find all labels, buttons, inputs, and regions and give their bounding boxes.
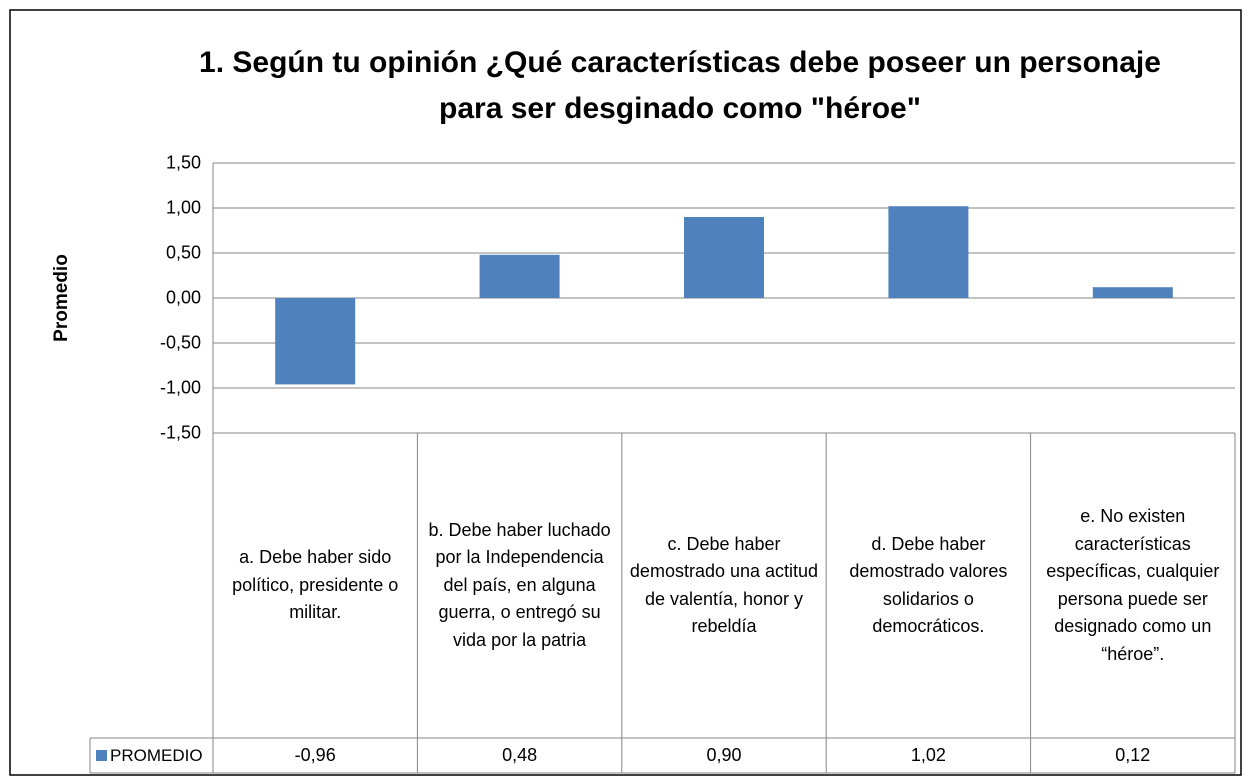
- data-label: 0,48: [502, 745, 538, 765]
- bar: [684, 217, 764, 298]
- y-tick-label: -1,00: [159, 377, 201, 398]
- bar: [888, 206, 969, 298]
- data-label: 1,02: [910, 745, 946, 765]
- y-tick-label: -0,50: [159, 332, 201, 353]
- x-tick-label: b. Debe haber luchado por la Independenc…: [428, 519, 611, 650]
- bar: [1092, 287, 1173, 298]
- chart-border: [9, 9, 1242, 776]
- legend-label: PROMEDIO: [110, 746, 203, 765]
- chart-title: 1. Según tu opinión ¿Qué características…: [199, 46, 1161, 125]
- data-label: 0,90: [706, 745, 742, 765]
- x-tick-label: a. Debe haber sido político, presidente …: [232, 547, 399, 623]
- bar: [479, 254, 560, 298]
- bar: [275, 298, 356, 385]
- x-tick-label: c. Debe haber demostrado una actitud de …: [629, 533, 819, 637]
- y-tick-label: 0,00: [165, 287, 201, 308]
- y-tick-label: -1,50: [159, 422, 201, 443]
- y-tick-label: 0,50: [165, 242, 201, 263]
- legend-key: [96, 750, 107, 761]
- x-tick-label: e. No existen características específica…: [1046, 506, 1220, 664]
- y-tick-label: 1,50: [165, 152, 201, 173]
- data-label: -0,96: [294, 745, 336, 765]
- data-label: 0,12: [1115, 745, 1151, 765]
- y-axis-label: Promedio: [51, 254, 72, 342]
- y-tick-label: 1,00: [165, 197, 201, 218]
- x-tick-label: d. Debe haber demostrado valores solidar…: [849, 533, 1008, 637]
